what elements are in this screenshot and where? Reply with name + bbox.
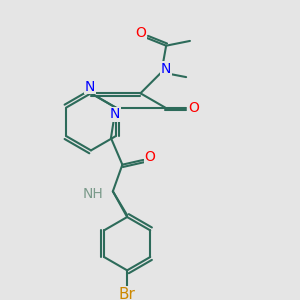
Text: N: N: [85, 80, 95, 94]
Text: O: O: [145, 150, 155, 164]
Text: O: O: [135, 26, 146, 40]
Text: Br: Br: [119, 286, 136, 300]
Text: N: N: [110, 107, 120, 121]
Text: N: N: [161, 61, 171, 76]
Text: O: O: [188, 100, 199, 115]
Text: NH: NH: [82, 187, 103, 201]
